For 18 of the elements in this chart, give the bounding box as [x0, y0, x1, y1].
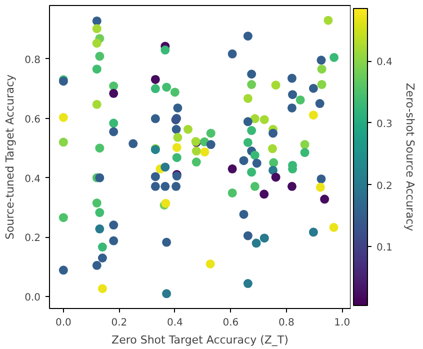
x-tick-label: 1.0: [334, 318, 350, 328]
x-tick-label: 0.0: [55, 318, 72, 328]
x-tick-label: 0.6: [222, 318, 239, 328]
color-bar-label: 0.4: [376, 57, 392, 68]
x-tick-label: 0.2: [111, 318, 128, 328]
x-tick-label: 0.4: [166, 318, 183, 328]
y-axis-title: Source-tuned Target Accuracy: [4, 74, 17, 240]
y-tick-label: 0.2: [24, 233, 41, 244]
x-axis-title: Zero Shot Target Accuracy (Z_T): [112, 334, 288, 346]
color-bar-label: 0.2: [376, 180, 392, 192]
y-tick-label: 0.4: [24, 174, 41, 185]
x-tick-label: 0.8: [278, 318, 294, 328]
y-tick-label: 0.0: [24, 292, 41, 304]
color-bar-label: 0.1: [376, 242, 392, 254]
color-bar-title: Zero-shot Source Accuracy: [404, 82, 416, 232]
y-tick-label: 0.8: [24, 54, 41, 66]
color-bar-label: 0.3: [376, 118, 392, 130]
y-tick-label: 0.6: [24, 114, 41, 126]
